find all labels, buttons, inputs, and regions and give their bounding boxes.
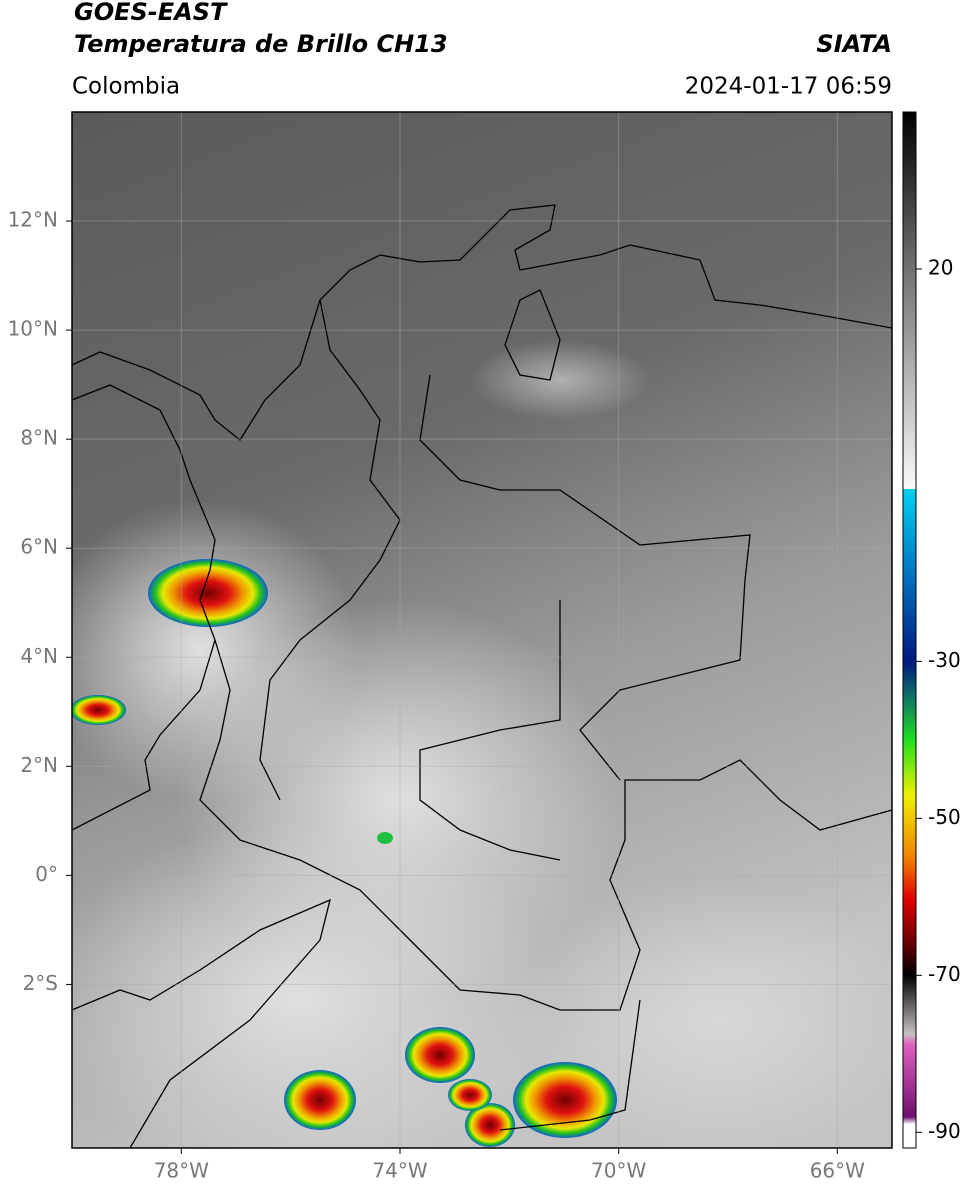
y-tick-label: 2°N: [20, 753, 58, 777]
x-tick-label: 70°W: [591, 1159, 646, 1183]
x-tick-label: 66°W: [810, 1159, 865, 1183]
y-tick-label: 0°: [35, 862, 58, 886]
title: GOES-EAST: [74, 0, 228, 26]
colorbar-tick-label: -30: [928, 648, 961, 672]
colorbar: [902, 111, 917, 1149]
colorbar-tick-label: -50: [928, 805, 961, 829]
source: SIATA: [816, 30, 892, 58]
y-tick-label: 6°N: [20, 535, 58, 559]
region: Colombia: [72, 74, 180, 100]
y-tick-label: 8°N: [20, 426, 58, 450]
x-tick-label: 74°W: [372, 1159, 427, 1183]
colorbar-tick-label: 20: [928, 255, 953, 279]
x-tick-label: 78°W: [154, 1159, 209, 1183]
colorbar-tick-label: -90: [928, 1119, 961, 1143]
subtitle: Temperatura de Brillo CH13: [74, 30, 448, 58]
colorbar-ticks: 20 -30 -50 -70 -90: [916, 255, 961, 1143]
y-tick-label: 12°N: [8, 208, 58, 232]
y-tick-label: 10°N: [8, 317, 58, 341]
datetime: 2024-01-17 06:59: [685, 74, 892, 100]
y-tick-label: 4°N: [20, 644, 58, 668]
satellite-image: [72, 112, 892, 1148]
graticule: [72, 112, 892, 1148]
y-tick-label: 2°S: [23, 971, 58, 995]
colorbar-tick-label: -70: [928, 962, 961, 986]
map-frame: [71, 111, 893, 1149]
